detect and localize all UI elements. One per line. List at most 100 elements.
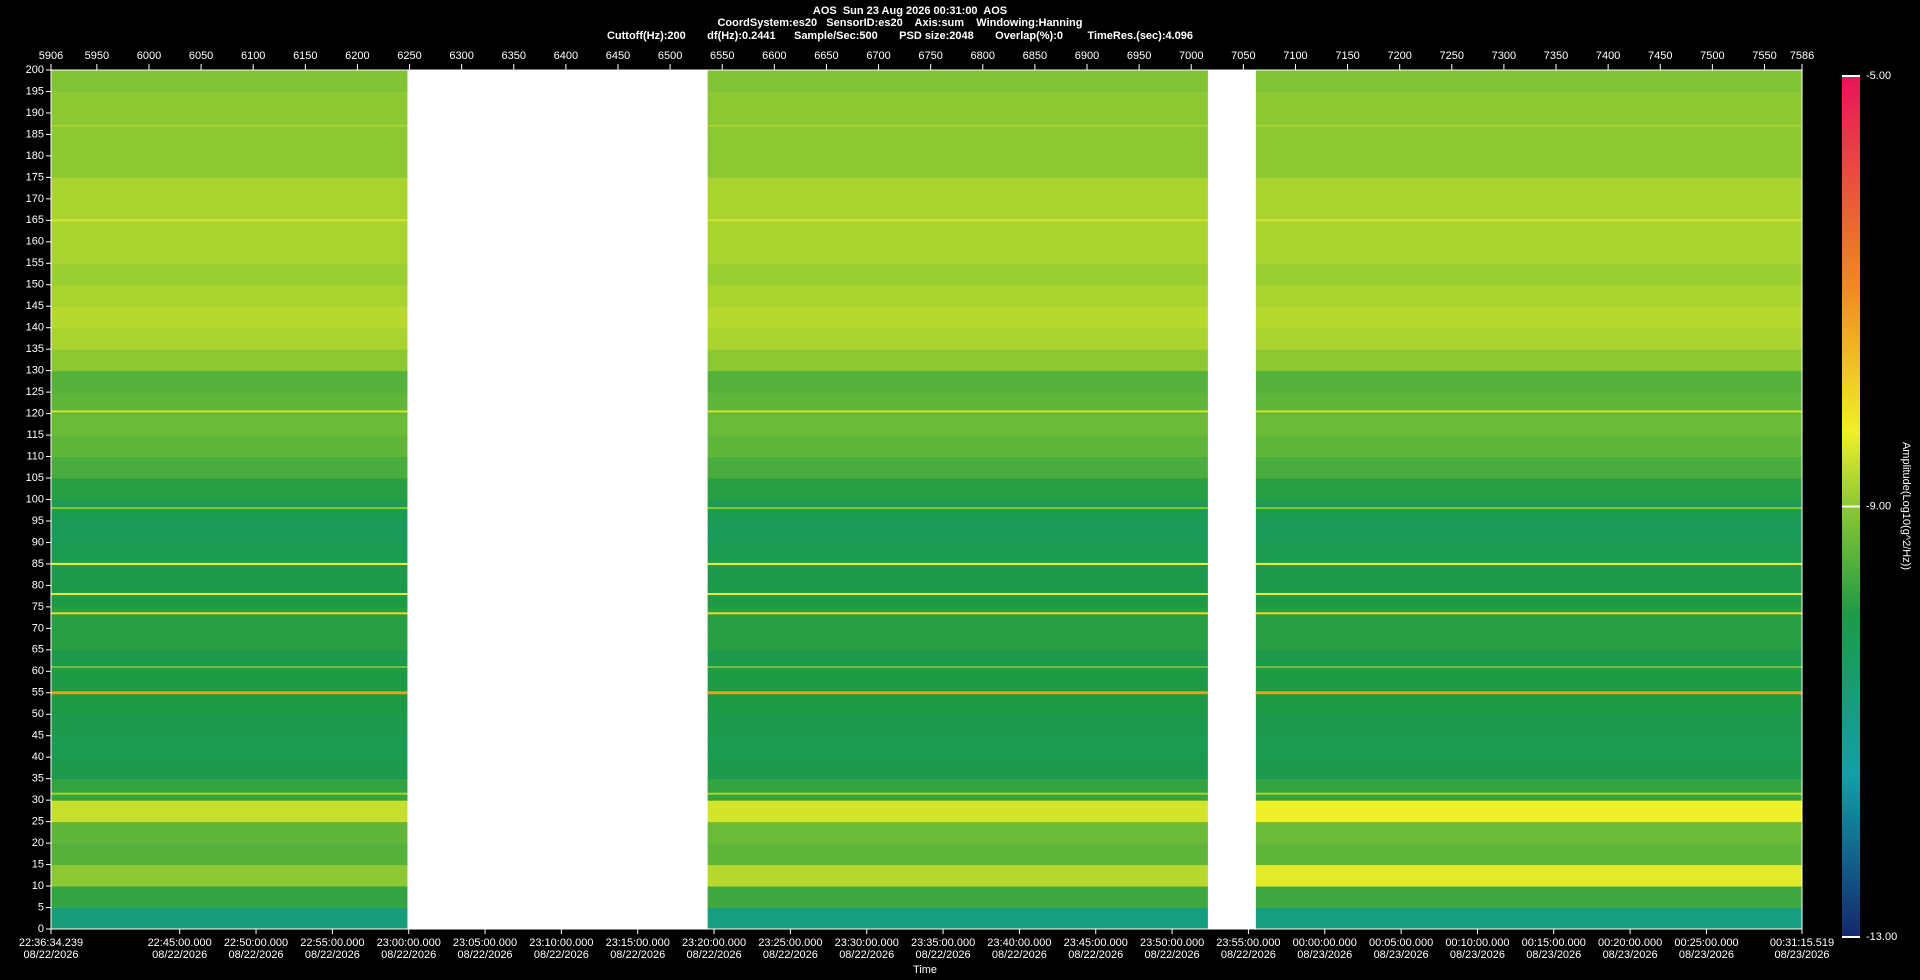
y-tick-label: 5 [38,901,44,913]
y-tick-label: 110 [26,450,44,462]
x-tick-label: 23:30:00.000 [835,937,899,949]
spectral-line [51,562,408,565]
heatmap-cell [707,155,1208,178]
heatmap-cell [51,327,408,350]
spectral-line [51,320,408,323]
y-tick-label: 145 [26,300,44,312]
heatmap-cell [1255,520,1802,543]
x-tick-label: 08/23/2026 [1297,949,1352,961]
heatmap-cell [707,478,1208,500]
heatmap-cell [707,499,1208,522]
y-tick-label: 150 [26,279,44,291]
x2-tick-label: 6900 [1075,50,1099,62]
heatmap-cell [1255,757,1802,780]
heatmap-cell [1255,198,1802,221]
x-tick-label: 00:00:00.000 [1293,937,1357,949]
x-tick-label: 08/23/2026 [1774,949,1829,961]
heatmap-cell [51,478,408,500]
heatmap-cell [1255,821,1802,844]
heatmap-cell [51,456,408,479]
heatmap-cell [707,821,1208,844]
heatmap-cell [1255,392,1802,415]
heatmap-cell [707,542,1208,565]
heatmap-cell [1255,499,1802,522]
spectral-line [707,410,1208,413]
y-tick-label: 80 [32,579,44,591]
y-tick-label: 75 [32,601,44,613]
heatmap-cell [707,735,1208,758]
heatmap-cell [707,112,1208,135]
x2-tick-label: 6650 [814,50,838,62]
x-tick-label: 22:50:00.000 [224,937,288,949]
heatmap-cell [51,907,408,930]
y-tick-label: 55 [32,687,44,699]
y-tick-label: 140 [26,322,44,334]
y-tick-label: 120 [26,408,44,420]
y-tick-label: 95 [32,515,44,527]
heatmap-cell [1255,714,1802,737]
heatmap-cell [707,757,1208,780]
spectral-line [1255,691,1802,695]
x2-tick-label: 6350 [502,50,526,62]
x2-tick-label: 7000 [1179,50,1203,62]
heatmap-cell [707,413,1208,436]
x-tick-label: 23:15:00.000 [606,937,670,949]
x-tick-label: 08/23/2026 [1603,949,1658,961]
x2-tick-label: 6550 [710,50,734,62]
x-tick-label: 08/22/2026 [305,949,360,961]
heatmap-cell [707,241,1208,264]
spectral-line [707,612,1208,615]
x-tick-label: 08/22/2026 [1068,949,1123,961]
y-tick-label: 135 [26,343,44,355]
x2-tick-label: 6400 [554,50,578,62]
x-tick-label: 22:45:00.000 [148,937,212,949]
heatmap-cell [1255,327,1802,350]
heatmap-cell [707,70,1208,92]
heatmap-cell [707,284,1208,307]
spectral-line [1255,792,1802,795]
x2-tick-label: 6150 [293,50,317,62]
x2-tick-label: 6500 [658,50,682,62]
spectral-line [707,219,1208,222]
heatmap-cell [707,649,1208,672]
heatmap-cell [51,606,408,629]
x-tick-label: 08/22/2026 [610,949,665,961]
heatmap-cell [707,392,1208,415]
heatmap-cell [51,112,408,135]
y-tick-label: 190 [26,107,44,119]
heatmap-cell [51,563,408,586]
x-tick-label: 00:31:15.519 [1770,937,1834,949]
heatmap-cell [1255,177,1802,200]
y-tick-label: 200 [26,64,44,76]
x2-tick-label: 7400 [1596,50,1620,62]
heatmap-cell [707,800,1208,823]
x-tick-label: 08/22/2026 [763,949,818,961]
x2-tick-label: 7300 [1492,50,1516,62]
spectral-line [707,666,1208,669]
x2-tick-label: 6600 [762,50,786,62]
heatmap-cell [707,886,1208,909]
heatmap-cell [1255,843,1802,866]
heatmap-cell [51,263,408,286]
heatmap-cell [51,306,408,329]
heatmap-cell [1255,112,1802,135]
y-tick-label: 25 [32,816,44,828]
y-tick-label: 40 [32,751,44,763]
heatmap-cell [707,864,1208,887]
heatmap-cell [1255,155,1802,178]
heatmap-cell [51,220,408,243]
x-tick-label: 08/22/2026 [152,949,207,961]
heatmap-cell [51,284,408,307]
heatmap-cell [1255,306,1802,329]
y-tick-label: 85 [32,558,44,570]
spectral-line [1255,562,1802,565]
x-tick-label: 08/22/2026 [839,949,894,961]
heatmap-cell [1255,263,1802,286]
x2-tick-label: 7450 [1648,50,1672,62]
heatmap-cell [707,198,1208,221]
spectral-line [51,219,408,222]
x2-tick-label: 6000 [137,50,161,62]
x-tick-label: 23:20:00.000 [682,937,746,949]
heatmap-cell [1255,907,1802,930]
heatmap-cell [51,692,408,715]
